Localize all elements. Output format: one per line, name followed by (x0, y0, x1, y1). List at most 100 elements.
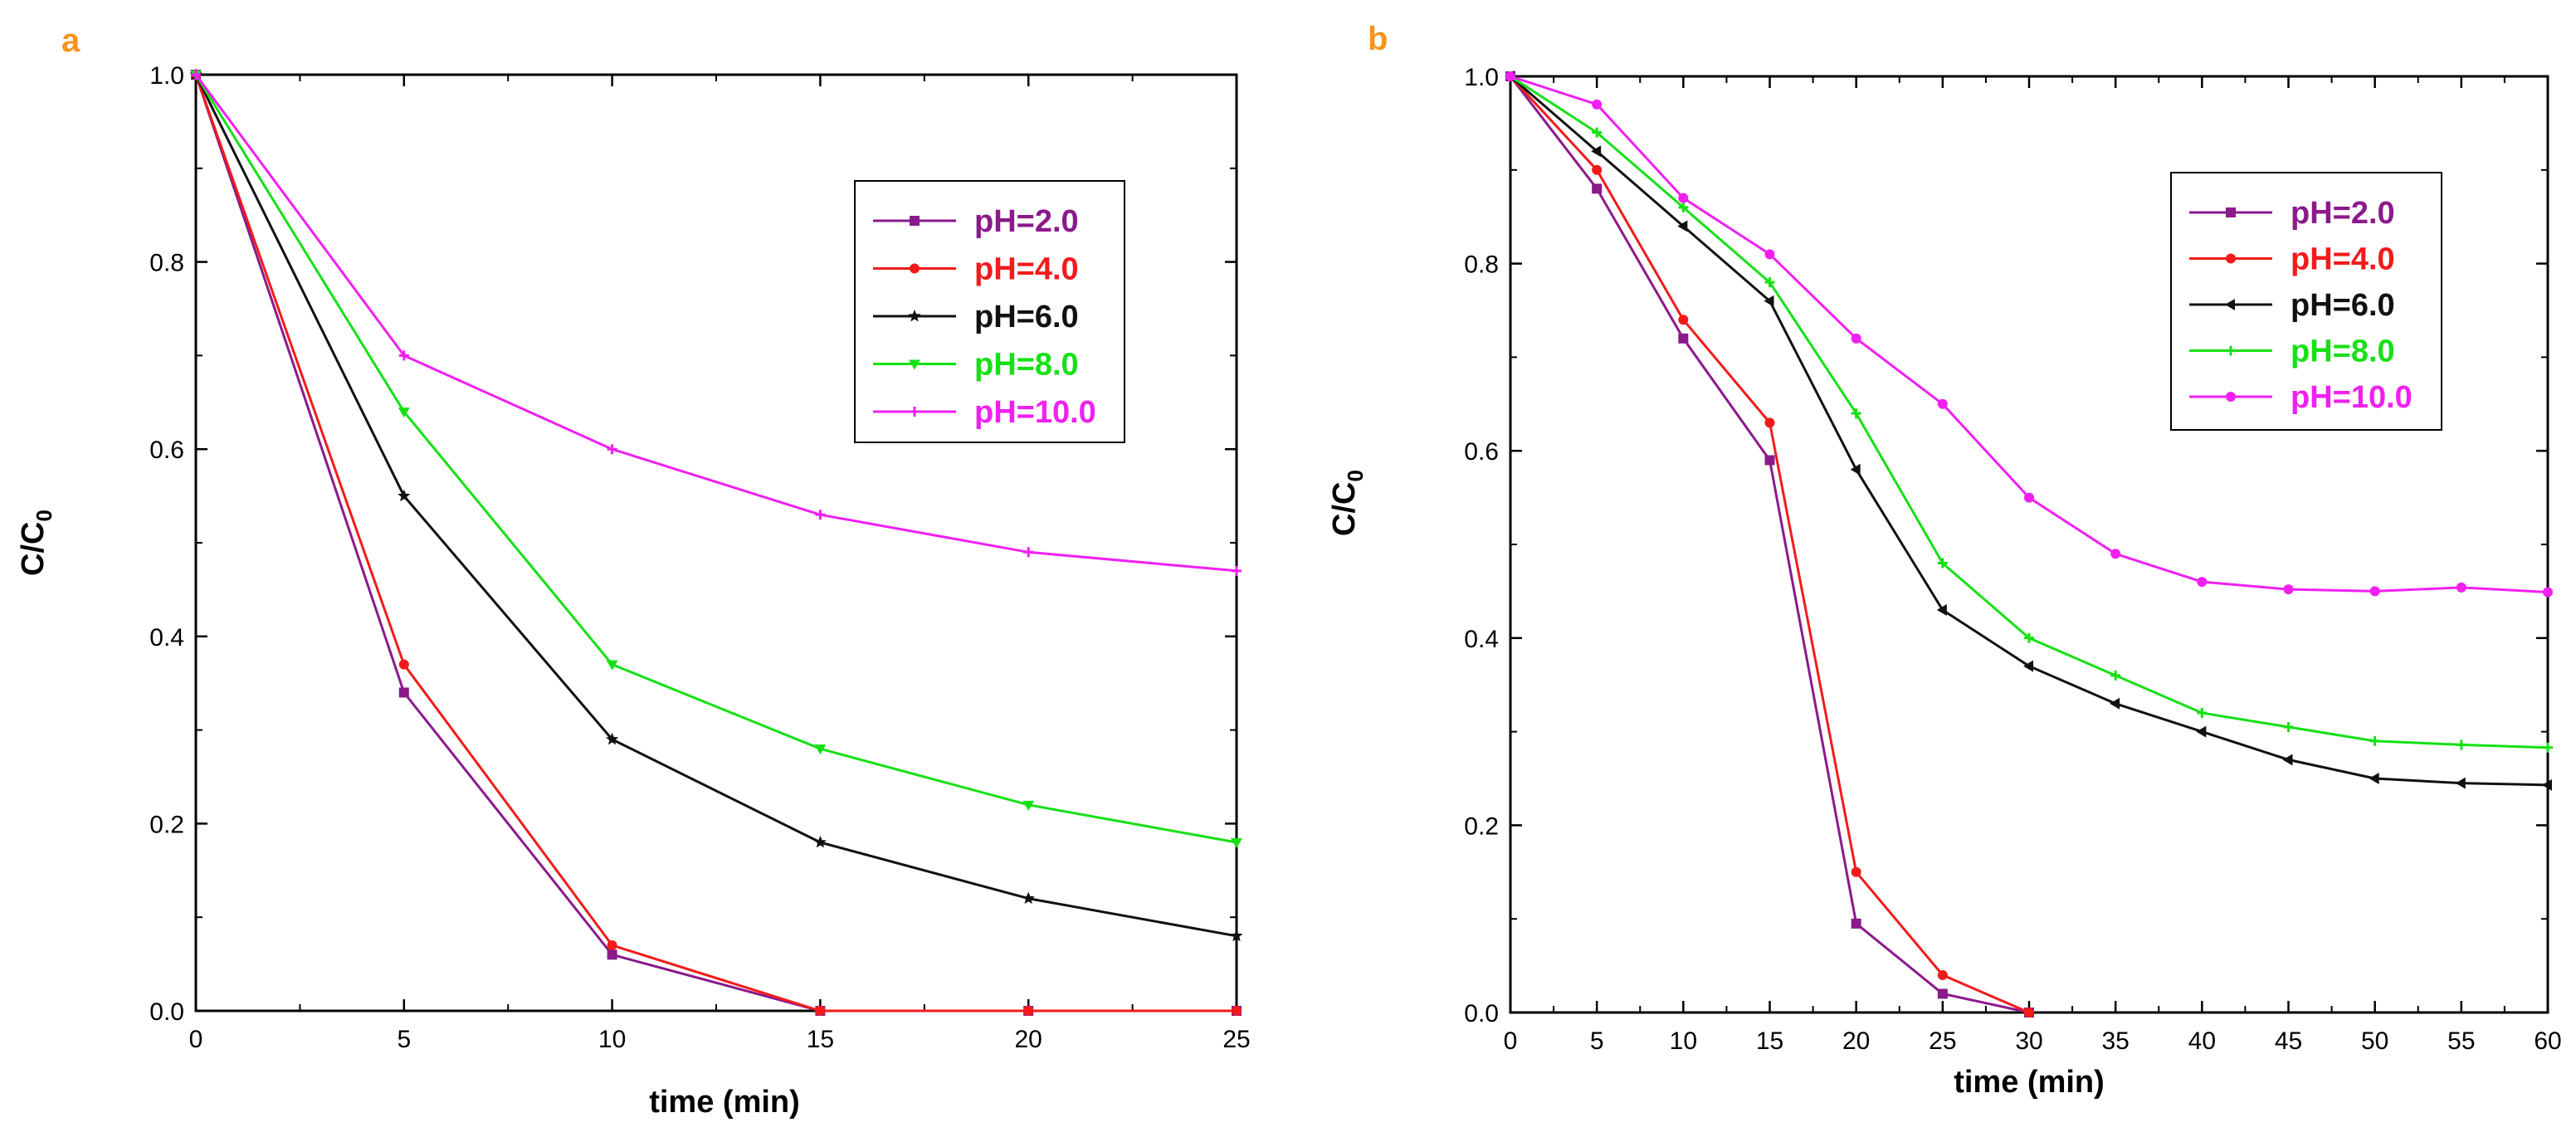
x-tick-label: 50 (2361, 1027, 2388, 1055)
y-tick-label: 0.2 (149, 811, 184, 838)
data-point (398, 489, 411, 502)
data-point (1023, 547, 1034, 558)
data-point (2110, 697, 2120, 710)
data-point (607, 444, 617, 455)
data-point (1764, 417, 1775, 428)
legend-label: pH=10.0 (2291, 380, 2413, 415)
data-point (398, 687, 409, 698)
data-point (1764, 455, 1775, 466)
series-line (194, 74, 1237, 1013)
data-point (1592, 99, 1603, 110)
series-pH=6.0 (1505, 71, 2552, 791)
data-point (2110, 670, 2121, 681)
x-axis-title: time (min) (1954, 1065, 2105, 1100)
data-point (815, 1006, 826, 1016)
legend-box (854, 180, 1125, 443)
data-point (1678, 202, 1689, 212)
legend: pH=2.0 pH=4.0 pH=6.0 pH=8.0 pH=10.0 (854, 180, 1125, 443)
data-point (1937, 558, 1948, 568)
legend-marker (2226, 207, 2236, 217)
legend-box (2170, 172, 2442, 431)
data-point (815, 510, 826, 520)
data-point (1230, 929, 1243, 942)
y-axis-title-subscript: 0 (1343, 470, 1368, 481)
x-tick-label: 15 (807, 1026, 834, 1053)
data-point (1677, 220, 1688, 232)
data-point (1937, 988, 1948, 999)
legend-marker (908, 310, 921, 322)
legend-label: pH=10.0 (974, 395, 1096, 430)
x-tick-label: 0 (1504, 1027, 1518, 1055)
y-tick-label: 0.2 (1464, 812, 1499, 840)
x-tick-label: 5 (1590, 1027, 1604, 1055)
data-point (2024, 1008, 2034, 1017)
data-point (607, 940, 617, 951)
data-point (607, 949, 617, 960)
data-point (1678, 333, 1689, 344)
series-pH=10.0 (1505, 71, 2553, 598)
y-tick-label: 1.0 (1464, 64, 1499, 91)
data-point (606, 660, 618, 671)
data-point (2110, 549, 2121, 559)
chart-panel-a: a 0 5 10 15 20 25 0.0 0.2 0.4 0.6 0.8 1.0 time (min) C… (16, 22, 1251, 1120)
data-point (1678, 315, 1689, 325)
legend-label: pH=8.0 (2291, 334, 2395, 369)
data-point (1592, 183, 1603, 194)
legend-marker (2226, 392, 2236, 402)
data-point (2197, 708, 2208, 719)
data-point (1937, 398, 1948, 409)
data-point (191, 70, 201, 80)
data-point (2369, 586, 2380, 597)
data-point (1592, 127, 1603, 138)
y-tick-label: 0.6 (1464, 438, 1499, 466)
data-point (398, 659, 409, 670)
y-axis-title-main: C/C (1327, 482, 1362, 536)
data-point (1764, 295, 1774, 307)
legend-label: pH=8.0 (974, 348, 1079, 383)
data-point (1851, 918, 1861, 929)
x-tick-label: 0 (189, 1026, 203, 1053)
x-tick-label: 10 (598, 1026, 626, 1053)
y-axis-title: C/C0 (1327, 470, 1368, 536)
data-point (1678, 193, 1689, 203)
data-point (2369, 773, 2379, 784)
data-point (1022, 891, 1035, 905)
chart-panel-b: b 0 5 10 15 20 25 30 35 40 45 50 55 60 0.0 0.2 0.4 0.6 0.8… (1327, 21, 2562, 1100)
data-point (1022, 800, 1035, 811)
y-axis-title-subscript: 0 (32, 510, 56, 521)
x-tick-label: 25 (1929, 1027, 1956, 1055)
x-tick-label: 25 (1222, 1026, 1250, 1053)
series-line (194, 74, 1237, 844)
y-tick-label: 0.4 (149, 624, 184, 651)
y-axis-title: C/C0 (16, 510, 56, 576)
legend-label: pH=6.0 (2291, 288, 2395, 323)
data-point (2456, 582, 2466, 593)
x-tick-label: 5 (397, 1026, 411, 1053)
x-tick-label: 15 (1756, 1027, 1783, 1055)
legend-label: pH=2.0 (974, 204, 1079, 239)
y-tick-label: 0.0 (149, 998, 184, 1026)
data-point (2023, 660, 2033, 672)
data-point (2024, 492, 2034, 503)
series-pH=10.0 (191, 70, 1242, 576)
x-tick-label: 10 (1670, 1027, 1697, 1055)
data-point (2456, 739, 2466, 750)
data-point (1232, 1006, 1242, 1016)
legend-marker (2226, 253, 2236, 264)
data-point (606, 732, 619, 745)
legend-marker (2226, 345, 2236, 356)
data-point (2543, 587, 2553, 598)
series-pH=8.0 (190, 71, 1242, 848)
data-point (1023, 1006, 1034, 1016)
y-tick-label: 0.0 (1464, 1000, 1499, 1027)
data-point (2542, 778, 2552, 791)
data-point (1937, 969, 1948, 980)
data-point (2024, 632, 2034, 643)
series-pH=4.0 (1505, 71, 2034, 1017)
x-tick-label: 45 (2275, 1027, 2302, 1055)
data-point (2369, 735, 2380, 746)
y-tick-label: 0.4 (1464, 626, 1499, 653)
data-point (398, 407, 410, 418)
legend-label: pH=4.0 (2291, 242, 2395, 277)
data-point (2543, 742, 2553, 753)
